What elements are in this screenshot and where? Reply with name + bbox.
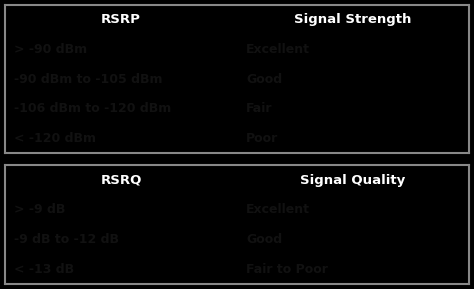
Text: > -9 dB: > -9 dB <box>14 203 66 216</box>
Text: -106 dBm to -120 dBm: -106 dBm to -120 dBm <box>14 102 172 115</box>
Text: < -13 dB: < -13 dB <box>14 263 74 276</box>
Text: Fair: Fair <box>246 102 273 115</box>
Text: Excellent: Excellent <box>246 203 310 216</box>
Text: Signal Quality: Signal Quality <box>301 174 406 187</box>
Text: Excellent: Excellent <box>246 43 310 56</box>
Text: RSRQ: RSRQ <box>100 174 142 187</box>
Text: Good: Good <box>246 233 283 246</box>
Text: Signal Strength: Signal Strength <box>294 13 412 26</box>
Text: < -120 dBm: < -120 dBm <box>14 132 96 145</box>
Text: -9 dB to -12 dB: -9 dB to -12 dB <box>14 233 119 246</box>
Text: Good: Good <box>246 73 283 86</box>
Text: > -90 dBm: > -90 dBm <box>14 43 87 56</box>
Text: Poor: Poor <box>246 132 279 145</box>
Text: RSRP: RSRP <box>101 13 141 26</box>
Text: -90 dBm to -105 dBm: -90 dBm to -105 dBm <box>14 73 163 86</box>
Text: Fair to Poor: Fair to Poor <box>246 263 328 276</box>
